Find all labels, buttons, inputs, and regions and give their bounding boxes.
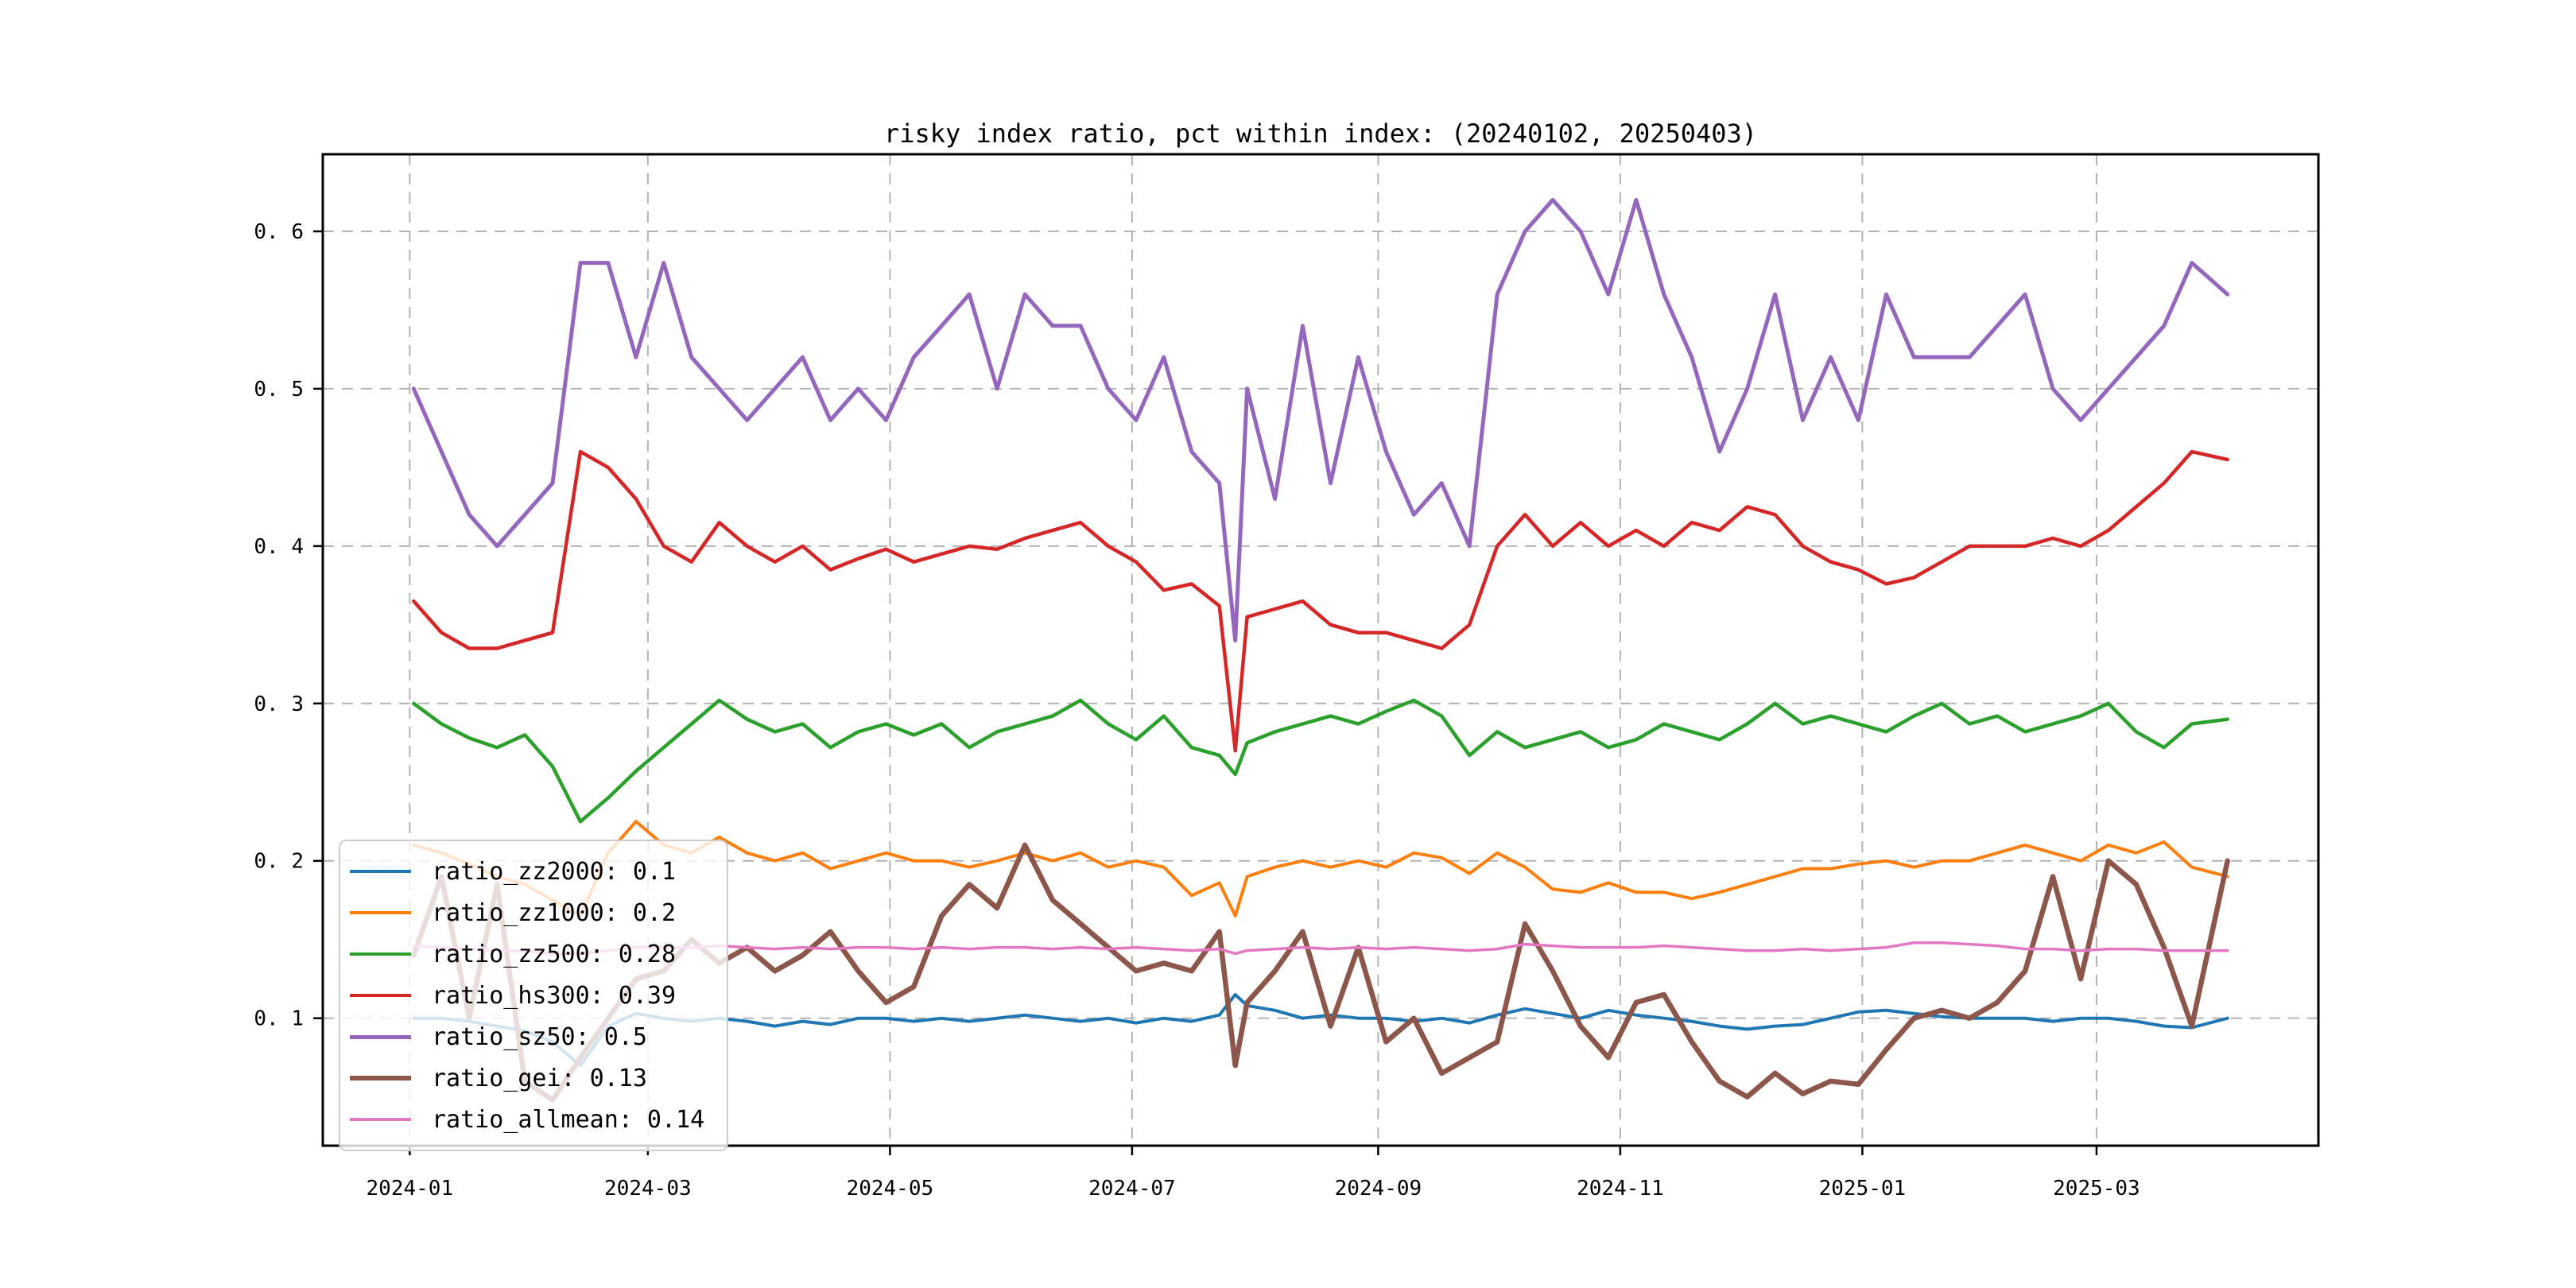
y-tick-label: 0. 2	[254, 850, 304, 874]
legend-swatch-ratio_sz50	[350, 1034, 411, 1039]
x-tick-label: 2024-07	[1088, 1177, 1176, 1201]
legend-item-ratio_allmean: ratio_allmean: 0.14	[350, 1099, 704, 1140]
legend-swatch-ratio_zz2000	[350, 870, 411, 873]
x-tick-label: 2024-03	[604, 1177, 692, 1201]
series-line-ratio_sz50	[411, 197, 2230, 643]
legend-swatch-ratio_zz500	[350, 952, 411, 956]
x-tick-label: 2024-05	[847, 1177, 934, 1201]
legend-item-ratio_sz50: ratio_sz50: 0.5	[350, 1016, 704, 1057]
legend-swatch-ratio_hs300	[350, 993, 411, 998]
legend-label-ratio_allmean: ratio_allmean: 0.14	[432, 1105, 705, 1134]
legend-swatch-ratio_zz1000	[350, 911, 411, 914]
legend-label-ratio_zz1000: ratio_zz1000: 0.2	[432, 898, 677, 927]
legend-item-ratio_zz2000: ratio_zz2000: 0.1	[350, 851, 704, 892]
legend-label-ratio_zz2000: ratio_zz2000: 0.1	[432, 857, 677, 886]
legend-label-ratio_hs300: ratio_hs300: 0.39	[432, 981, 677, 1010]
axes-spines	[321, 153, 2320, 1147]
y-tick-label: 0. 3	[254, 692, 304, 716]
y-tick-label: 0. 4	[254, 535, 304, 559]
x-tick-label: 2024-09	[1335, 1177, 1422, 1201]
x-tick-label: 2024-01	[367, 1177, 454, 1201]
legend-item-ratio_gei: ratio_gei: 0.13	[350, 1057, 704, 1099]
series-line-ratio_zz1000	[412, 820, 2229, 918]
legend-label-ratio_gei: ratio_gei: 0.13	[432, 1064, 647, 1092]
series-line-ratio_hs300	[412, 449, 2229, 753]
x-tick-label: 2025-03	[2053, 1177, 2140, 1201]
legend-label-ratio_sz50: ratio_sz50: 0.5	[432, 1022, 647, 1051]
legend-label-ratio_zz500: ratio_zz500: 0.28	[432, 940, 677, 968]
y-tick-label: 0. 5	[254, 378, 304, 402]
y-tick-label: 0. 1	[254, 1007, 304, 1031]
legend-swatch-ratio_gei	[350, 1075, 411, 1081]
legend-swatch-ratio_allmean	[350, 1118, 411, 1121]
y-tick-label: 0. 6	[254, 220, 304, 244]
legend-item-ratio_hs300: ratio_hs300: 0.39	[350, 975, 704, 1016]
x-tick-label: 2024-11	[1577, 1177, 1664, 1201]
chart-title: risky index ratio, pct within index: (20…	[883, 118, 1758, 149]
series-line-ratio_zz500	[412, 698, 2229, 824]
legend-item-ratio_zz1000: ratio_zz1000: 0.2	[350, 892, 704, 933]
legend-item-ratio_zz500: ratio_zz500: 0.28	[350, 933, 704, 975]
legend: ratio_zz2000: 0.1 ratio_zz1000: 0.2 rati…	[339, 840, 729, 1151]
x-tick-label: 2025-01	[1819, 1177, 1907, 1201]
